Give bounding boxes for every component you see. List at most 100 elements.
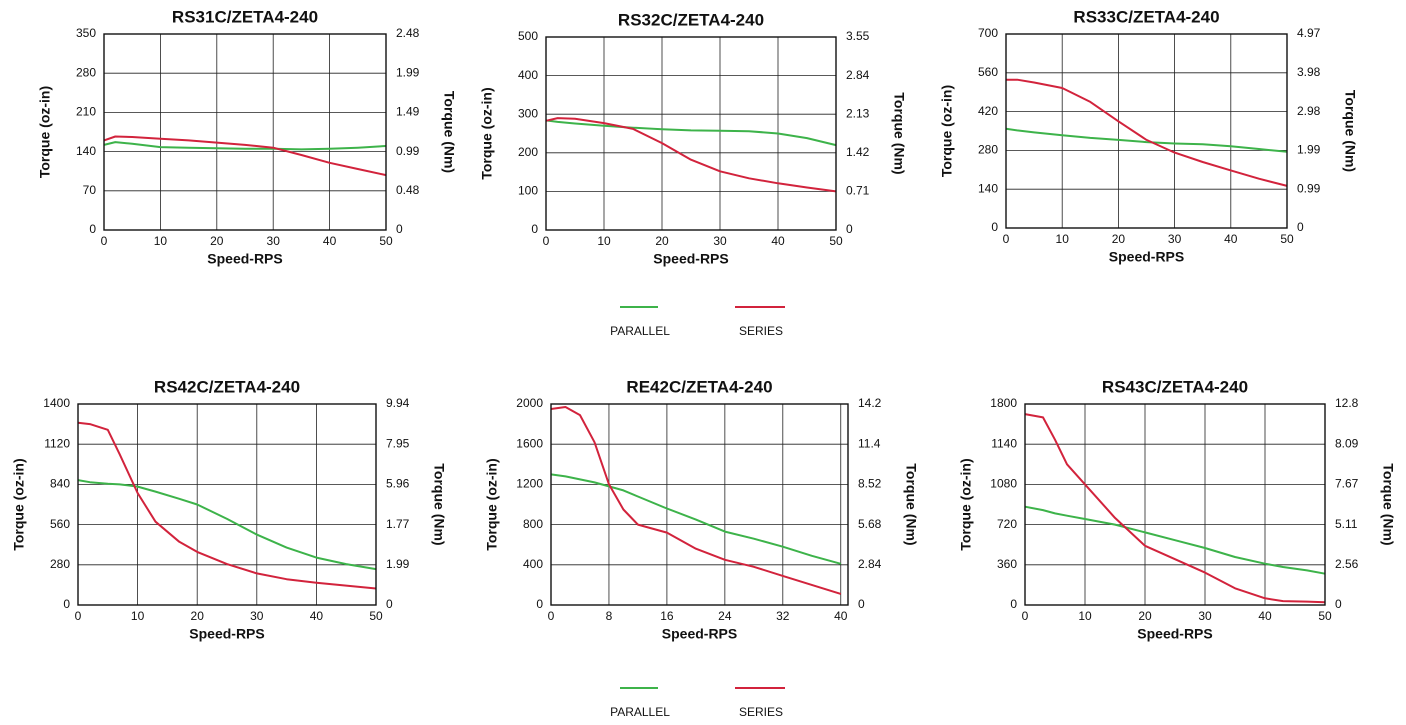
y-axis-label: Torque (oz-in): [11, 458, 27, 550]
chart-title: RS33C/ZETA4-240: [1073, 7, 1219, 26]
y-axis-label: Torque (oz-in): [939, 85, 955, 177]
y-tick-label: 100: [518, 184, 538, 198]
x-tick-label: 20: [1138, 609, 1152, 623]
y-tick-label: 360: [997, 557, 1017, 571]
y-tick-label: 400: [523, 557, 543, 571]
y2-tick-label: 2.98: [1297, 104, 1321, 118]
x-tick-label: 16: [660, 609, 674, 623]
y2-axis-label: Torque (Nm): [891, 92, 907, 174]
y-tick-label: 560: [50, 517, 70, 531]
y-axis-label: Torque (oz-in): [484, 458, 500, 550]
x-tick-label: 20: [191, 609, 205, 623]
chart-panel: RS31C/ZETA4-240 0 70 140 210 280 350 0 10 20 30 40 5…: [37, 7, 458, 266]
y2-tick-label: 0: [846, 222, 853, 236]
y2-tick-label: 8.52: [858, 477, 882, 491]
y-tick-label: 140: [978, 181, 998, 195]
y-tick-label: 700: [978, 26, 998, 40]
series-line: [545, 117, 837, 193]
x-tick-label: 8: [606, 609, 613, 623]
legend-label: SERIES: [739, 324, 783, 338]
x-axis-label: Speed-RPS: [662, 626, 737, 642]
y-tick-label: 2000: [516, 396, 543, 410]
x-tick-label: 10: [597, 234, 611, 248]
y2-tick-label: 11.4: [858, 436, 881, 450]
legend-label: PARALLEL: [610, 705, 670, 719]
plot-frame: [77, 403, 377, 606]
x-tick-label: 50: [1280, 232, 1294, 246]
y2-tick-label: 1.99: [396, 65, 420, 79]
y2-axis-label: Torque (Nm): [431, 463, 447, 545]
y-tick-label: 280: [50, 557, 70, 571]
x-tick-label: 0: [101, 234, 108, 248]
x-tick-label: 40: [323, 234, 337, 248]
legend-label: SERIES: [739, 705, 783, 719]
chart-title: RS32C/ZETA4-240: [618, 10, 764, 29]
y2-tick-label: 0.99: [1297, 181, 1321, 195]
y-tick-label: 280: [76, 65, 96, 79]
y2-tick-label: 7.95: [386, 436, 410, 450]
legend: PARALLEL SERIES: [610, 306, 785, 338]
y2-axis-label: Torque (Nm): [1380, 463, 1396, 545]
y-tick-label: 840: [50, 477, 70, 491]
y2-axis-label: Torque (Nm): [1342, 90, 1358, 172]
y2-tick-label: 2.48: [396, 26, 420, 40]
y-tick-label: 0: [536, 597, 543, 611]
plot-frame: [1024, 403, 1326, 606]
y2-tick-label: 7.67: [1335, 477, 1359, 491]
series-line: [103, 141, 387, 151]
series-line: [550, 473, 842, 565]
chart-title: RE42C/ZETA4-240: [626, 377, 772, 396]
y2-tick-label: 0: [1335, 597, 1342, 611]
x-tick-label: 30: [713, 234, 727, 248]
y-tick-label: 400: [518, 68, 538, 82]
y2-tick-label: 2.13: [846, 106, 870, 120]
y-tick-label: 280: [978, 143, 998, 157]
y-tick-label: 1200: [516, 477, 543, 491]
legend: PARALLEL SERIES: [610, 687, 785, 719]
y-tick-label: 1600: [516, 436, 543, 450]
y2-tick-label: 3.98: [1297, 65, 1321, 79]
series-line: [550, 406, 842, 595]
y-tick-label: 0: [531, 222, 538, 236]
y2-tick-label: 1.99: [1297, 143, 1321, 157]
y2-tick-label: 3.55: [846, 29, 870, 43]
y-tick-label: 1800: [990, 396, 1017, 410]
series-line: [1024, 413, 1326, 604]
series-line: [545, 119, 837, 147]
y2-tick-label: 1.99: [386, 557, 410, 571]
x-tick-label: 0: [75, 609, 82, 623]
y-tick-label: 1140: [991, 436, 1017, 450]
y2-tick-label: 1.42: [846, 145, 870, 159]
x-tick-label: 40: [771, 234, 785, 248]
series-line: [1006, 78, 1288, 187]
x-tick-label: 10: [1078, 609, 1092, 623]
y-tick-label: 1120: [44, 436, 70, 450]
y2-tick-label: 8.09: [1335, 436, 1359, 450]
chart-title: RS42C/ZETA4-240: [154, 377, 300, 396]
y2-tick-label: 4.97: [1297, 26, 1321, 40]
x-axis-label: Speed-RPS: [207, 251, 282, 267]
x-tick-label: 20: [655, 234, 669, 248]
x-tick-label: 50: [1318, 609, 1332, 623]
x-tick-label: 40: [310, 609, 324, 623]
x-tick-label: 20: [210, 234, 224, 248]
y2-tick-label: 0.71: [846, 184, 870, 198]
x-tick-label: 30: [267, 234, 281, 248]
chart-title: RS43C/ZETA4-240: [1102, 377, 1248, 396]
y2-tick-label: 0: [1297, 220, 1304, 234]
y-tick-label: 350: [76, 26, 96, 40]
y-tick-label: 500: [518, 29, 538, 43]
plot-frame: [550, 403, 849, 606]
y2-tick-label: 2.84: [846, 68, 870, 82]
y2-tick-label: 5.96: [386, 477, 410, 491]
x-axis-label: Speed-RPS: [1109, 249, 1184, 265]
y2-axis-label: Torque (Nm): [441, 91, 457, 173]
y-tick-label: 560: [978, 65, 998, 79]
y2-tick-label: 5.68: [858, 517, 882, 531]
x-tick-label: 0: [543, 234, 550, 248]
series-line: [77, 479, 377, 571]
chart-title: RS31C/ZETA4-240: [172, 7, 318, 26]
y2-tick-label: 0.99: [396, 144, 420, 158]
